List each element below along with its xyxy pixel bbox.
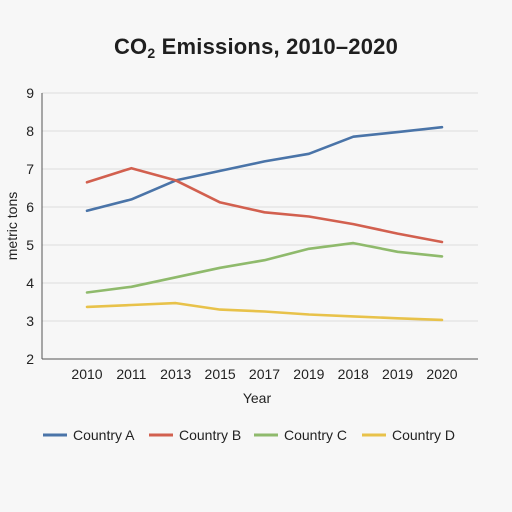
legend: Country A Country B Country C Country D [43,427,455,443]
legend-label: Country A [73,427,135,443]
y-axis-label: metric tons [4,192,20,260]
x-tick-label: 2020 [426,366,457,382]
x-tick-label: 2015 [205,366,236,382]
legend-item: Country D [362,427,455,443]
legend-item: Country A [43,427,135,443]
x-tick-label: 2010 [71,366,102,382]
chart-title: CO2 Emissions, 2010–2020 [0,34,512,61]
y-tick-label: 2 [26,351,34,367]
chart-title-subscript: 2 [147,45,156,61]
x-axis-label: Year [243,390,272,406]
y-tick-label: 7 [26,161,34,177]
chart-title-prefix: CO [113,34,148,59]
series-line-country-a [85,125,444,213]
chart-title-suffix: Emissions, 2010–2020 [155,34,399,59]
x-tick-label: 2017 [249,366,280,382]
y-tick-labels: 2 3 4 5 6 7 8 9 [26,85,34,367]
legend-label: Country D [392,427,455,443]
legend-item: Country C [254,427,347,443]
x-tick-label: 2019 [382,366,413,382]
x-tick-label: 2018 [338,366,369,382]
legend-item: Country B [149,427,241,443]
y-tick-label: 9 [26,85,34,101]
series-line-country-b [85,166,444,244]
legend-label: Country C [284,427,347,443]
legend-label: Country B [179,427,241,443]
y-tick-label: 5 [26,237,34,253]
axes [41,93,478,360]
x-tick-label: 2019 [293,366,324,382]
x-tick-labels: 2010 2011 2013 2015 2017 2019 2018 2019 2020 [71,366,457,382]
y-tick-label: 6 [26,199,34,215]
series-lines [85,125,444,322]
y-tick-label: 4 [26,275,34,291]
x-tick-label: 2013 [160,366,191,382]
series-line-country-c [85,241,444,294]
y-tick-label: 3 [26,313,34,329]
y-tick-label: 8 [26,123,34,139]
x-tick-label: 2011 [116,366,146,382]
grid [42,92,478,322]
series-line-country-d [85,301,444,322]
